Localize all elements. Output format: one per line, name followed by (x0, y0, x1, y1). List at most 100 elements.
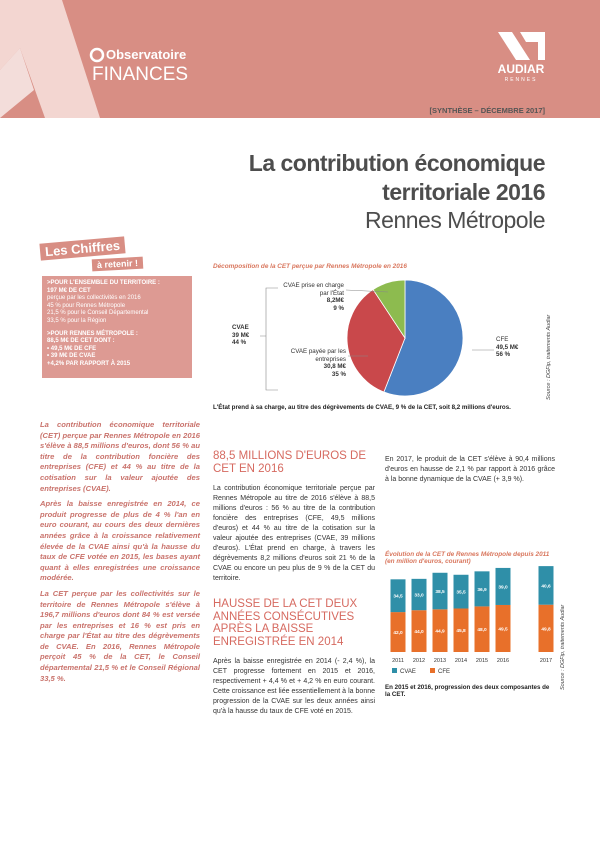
header-shape (0, 0, 100, 118)
subtitle: Rennes Métropole (365, 207, 545, 233)
logo-text: AUDIAR (498, 62, 545, 76)
pie-percent-label: 56 % (496, 351, 511, 359)
edition: [SYNTHÈSE – DÉCEMBRE 2017] (429, 106, 545, 115)
x-tick-label: 2012 (413, 658, 425, 664)
bar-value-label: 42,0 (393, 630, 403, 636)
header-shape (0, 48, 34, 118)
key-line: 45 % pour Rennes Métropole (47, 302, 126, 309)
bar-segment (453, 574, 469, 609)
pie-label: CVAE payée par les entreprises 30,8 M€ 35 … (288, 348, 346, 378)
brand-bottom: FINANCES (92, 64, 188, 85)
bar-value-label: 45,8 (456, 628, 466, 634)
group-percent: 44 % (232, 339, 247, 347)
right-text: En 2017, le produit de la CET s'élève à … (385, 456, 555, 483)
bar-segment (390, 612, 406, 652)
x-tick-label: 2013 (434, 658, 446, 664)
bar-segment (474, 606, 490, 652)
bar-value-label: 33,0 (414, 593, 424, 599)
key-line: >POUR L'ENSEMBLE DU TERRITOIRE : (47, 280, 160, 286)
key-line: • 39 M€ DE CVAE (47, 353, 96, 360)
pie-slice (372, 279, 406, 340)
leader-line (345, 289, 389, 293)
key-line: 21,5 % pour le Conseil Départemental (47, 310, 149, 317)
group-label: CVAE 39 M€ 44 % (232, 324, 262, 347)
key-group: >POUR RENNES MÉTROPOLE :88,5 M€ DE CET D… (47, 331, 187, 369)
brand-top: Observatoire (106, 47, 186, 62)
x-tick-label: 2016 (497, 658, 509, 664)
bar-segment (538, 566, 554, 605)
pie-category: CVAE payée par les entreprises (290, 348, 346, 363)
intro-paragraph: La CET perçue par les collectivités sur … (40, 588, 200, 683)
key-line: +4,2% PAR RAPPORT À 2015 (47, 360, 131, 367)
bar-segment (390, 579, 406, 613)
bar-value-label: 40,6 (541, 583, 551, 589)
logo-shape (520, 32, 545, 60)
logo-sub: RENNES (505, 77, 538, 83)
title-line: La contribution économique (248, 150, 546, 176)
pie-percent-label: 9 % (333, 304, 344, 312)
bar-segment (411, 578, 427, 611)
chart-caption: L'État prend à sa charge, au titre des d… (213, 404, 511, 411)
chart-source: Source : DGFip, traitements Audiar (560, 604, 566, 690)
section-heading: 88,5 MILLIONS D'EUROS DE CET EN 2016 (213, 450, 367, 475)
legend-swatch (430, 668, 435, 673)
chart-caption: En 2015 et 2016, progression des deux co… (385, 684, 550, 698)
bar-segment (453, 608, 469, 652)
section-text: Après la baisse enregistrée en 2014 (- 2… (213, 658, 375, 715)
chart-title: Évolution de la CET de Rennes Métropole … (385, 551, 550, 565)
key-line: perçue par les collectivités en 2016 (47, 295, 141, 302)
pie-label: CVAE prise en charge par l'État 8,2M€ 9 % (282, 282, 344, 312)
bar-segment (411, 610, 427, 652)
key-figures: >POUR L'ENSEMBLE DU TERRITOIRE :197 M€ D… (42, 276, 192, 378)
key-group: >POUR L'ENSEMBLE DU TERRITOIRE :197 M€ D… (47, 280, 187, 326)
group-value: 39 M€ (232, 331, 250, 339)
intro-paragraph: La contribution économique territoriale … (40, 420, 200, 493)
section-heading: HAUSSE DE LA CET DEUX ANNÉES CONSÉCUTIVE… (213, 598, 358, 648)
logo-shape (498, 32, 530, 60)
chart-source: Source : DGFip, traitements Audiar (546, 314, 552, 400)
bracket (260, 287, 278, 391)
x-tick-label: 2014 (455, 658, 467, 664)
legend-label: CFE (438, 669, 450, 675)
pie-slice (346, 288, 406, 393)
bar-value-label: 36,9 (477, 587, 487, 593)
bar-value-label: 39,0 (498, 584, 508, 590)
bar-value-label: 38,5 (435, 589, 445, 595)
bar-value-label: 49,8 (541, 626, 551, 632)
key-line: 88,5 M€ DE CET DONT : (47, 338, 115, 345)
bar-segment (495, 604, 511, 652)
section-text: La contribution économique territoriale … (213, 485, 375, 582)
title-line: territoriale 2016 (382, 179, 545, 205)
brand-icon (89, 47, 105, 63)
pie-percent-label: 35 % (331, 370, 346, 378)
bar-value-label: 48,0 (477, 627, 487, 633)
key-line: 197 M€ DE CET (47, 287, 91, 294)
pie-slice (383, 279, 464, 397)
pie-value-label: 30,8 M€ (323, 363, 346, 371)
main-column: 88,5 MILLIONS D'EUROS DE CET EN 2016 La c… (213, 450, 375, 731)
bar-value-label: 35,5 (456, 590, 466, 596)
pie-value-label: 8,2M€ (326, 297, 344, 305)
legend-label: CVAE (400, 669, 416, 675)
x-tick-label: 2017 (540, 658, 552, 664)
header-band: Observatoire FINANCES AUDIAR RENNES (0, 0, 600, 118)
legend-swatch (392, 668, 397, 673)
bar-segment (538, 604, 554, 652)
bar-segment (474, 571, 490, 607)
x-tick-label: 2011 (392, 658, 404, 664)
pie-value-label: 49,5 M€ (496, 343, 519, 351)
bar-value-label: 49,5 (498, 626, 508, 632)
bar-segment (495, 567, 511, 605)
pie-category: CVAE prise en charge par l'État (283, 282, 344, 297)
bar-value-label: 44,0 (414, 629, 424, 635)
intro: La contribution économique territoriale … (40, 420, 200, 689)
pie-label: CFE 49,5 M€ 56 % (496, 336, 546, 359)
bar-segment (432, 572, 448, 610)
key-line: >POUR RENNES MÉTROPOLE : (47, 330, 138, 337)
bar-segment (432, 609, 448, 652)
key-line: 33,5 % pour la Région (47, 317, 107, 324)
x-tick-label: 2015 (476, 658, 488, 664)
key-line: • 49,5 M€ DE CFE (47, 345, 97, 352)
